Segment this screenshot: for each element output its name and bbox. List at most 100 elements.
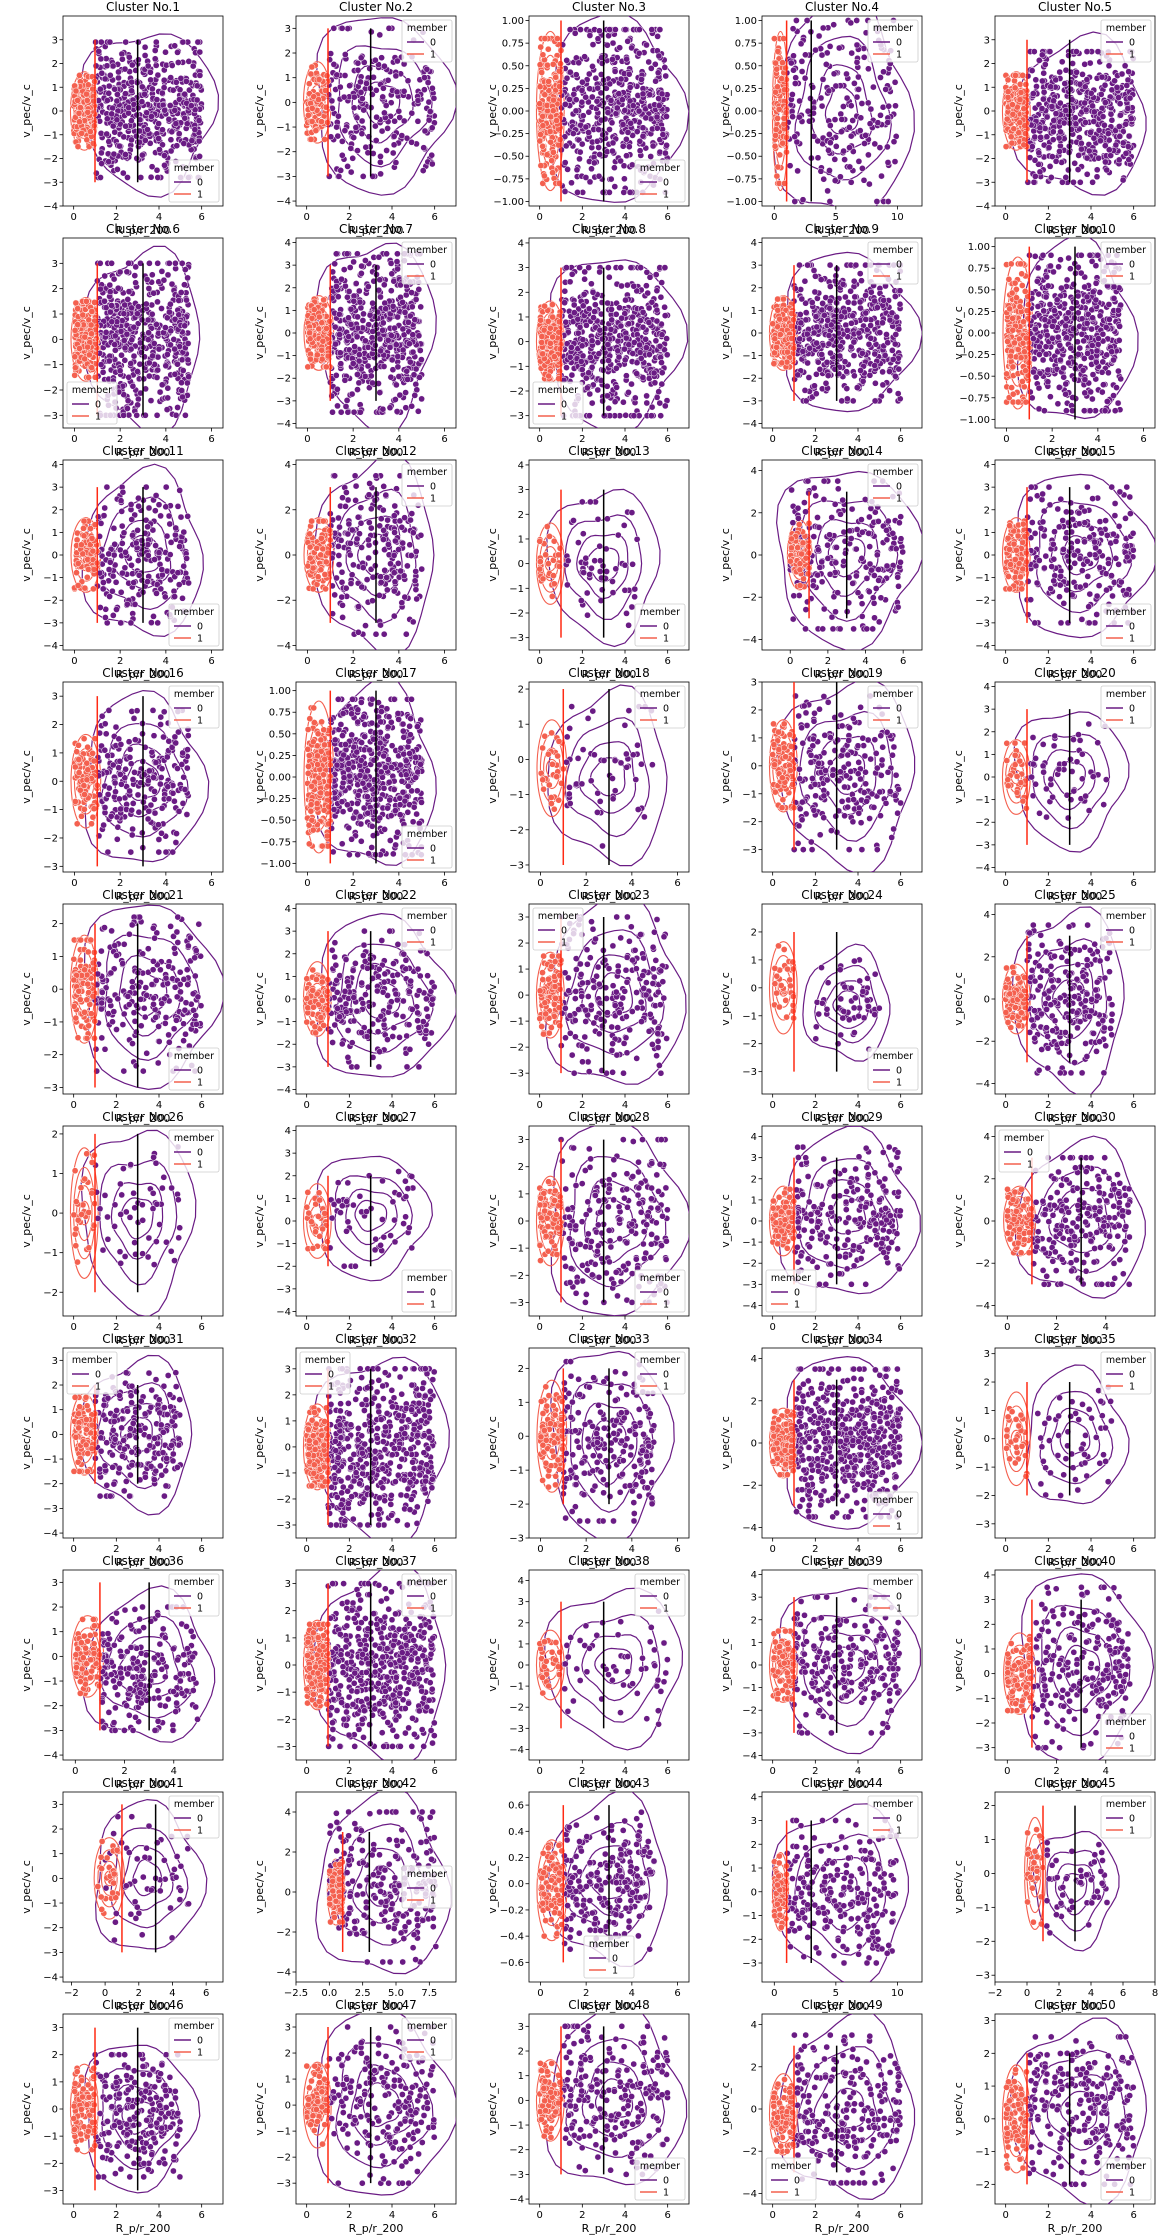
- data-point-member-0: [332, 372, 340, 379]
- data-point-member-0: [585, 305, 593, 313]
- data-point-member-0: [884, 119, 892, 126]
- data-point-member-0: [855, 158, 863, 165]
- data-point-member-0: [855, 73, 862, 81]
- data-point-member-0: [891, 78, 899, 86]
- data-point-member-0: [1125, 132, 1133, 140]
- data-point-member-0: [393, 258, 401, 265]
- data-point-member-0: [194, 38, 202, 46]
- data-point-member-0: [824, 187, 831, 195]
- data-point-member-0: [885, 102, 893, 110]
- data-point-member-0: [377, 347, 384, 355]
- data-point-member-0: [338, 138, 346, 145]
- data-point-member-0: [101, 297, 108, 305]
- data-point-member-0: [1097, 137, 1104, 145]
- x-tick-label: 6: [431, 212, 437, 223]
- data-point-member-1: [71, 353, 79, 361]
- data-point-member-0: [376, 31, 384, 39]
- subplot-cluster-5: Cluster No.50 2 4 6−4−3−2−10123R_p/r_200v_p…: [952, 0, 1156, 237]
- data-point-member-0: [121, 344, 129, 352]
- data-point-member-0: [647, 65, 655, 72]
- legend-label-member-0: 0: [896, 38, 902, 49]
- data-point-member-0: [414, 117, 422, 125]
- data-point-member-0: [586, 178, 594, 186]
- data-point-member-0: [661, 264, 669, 271]
- data-point-member-0: [181, 322, 189, 330]
- data-point-member-0: [122, 122, 129, 130]
- subplot-title: Cluster No.4: [805, 0, 879, 14]
- data-point-member-0: [399, 346, 407, 354]
- data-point-member-0: [377, 153, 384, 160]
- data-point-member-0: [1046, 163, 1054, 170]
- data-point-member-1: [550, 96, 557, 104]
- data-point-member-0: [617, 75, 625, 83]
- data-point-member-0: [1057, 128, 1064, 136]
- data-point-member-0: [616, 44, 624, 52]
- data-point-member-0: [336, 331, 343, 338]
- data-point-member-0: [129, 382, 137, 390]
- data-point-member-1: [548, 157, 556, 164]
- data-point-member-0: [1037, 133, 1044, 141]
- data-point-member-0: [604, 41, 611, 49]
- data-point-member-0: [1033, 83, 1040, 90]
- y-tick-label: −1: [43, 130, 58, 141]
- data-point-member-0: [801, 74, 809, 82]
- y-tick-label: −0.25: [493, 129, 524, 140]
- data-point-member-0: [408, 402, 416, 410]
- data-point-member-0: [561, 188, 569, 195]
- data-point-member-0: [409, 331, 417, 339]
- data-point-member-0: [394, 353, 402, 360]
- data-point-member-0: [178, 387, 186, 394]
- data-point-member-0: [636, 147, 644, 155]
- data-point-member-0: [408, 138, 415, 146]
- data-point-member-0: [653, 124, 661, 132]
- data-point-member-0: [628, 44, 635, 52]
- data-point-member-1: [775, 106, 783, 113]
- data-point-member-1: [536, 83, 544, 91]
- data-point-member-0: [182, 411, 189, 419]
- data-point-member-0: [364, 283, 372, 290]
- data-point-member-0: [1045, 144, 1053, 151]
- data-point-member-1: [81, 333, 89, 341]
- data-point-member-0: [392, 159, 400, 166]
- legend-label-member-1: 1: [95, 412, 101, 423]
- data-point-member-0: [401, 309, 409, 316]
- data-point-member-0: [1067, 79, 1075, 86]
- data-point-member-0: [336, 349, 344, 357]
- data-point-member-0: [826, 131, 833, 138]
- data-point-member-0: [393, 88, 401, 96]
- data-point-member-1: [318, 346, 326, 354]
- data-point-member-0: [595, 144, 602, 151]
- data-point-member-1: [84, 108, 92, 116]
- data-point-member-1: [83, 297, 90, 305]
- data-point-member-1: [550, 148, 557, 156]
- data-point-member-0: [181, 90, 189, 98]
- data-point-member-0: [656, 26, 664, 33]
- data-point-member-0: [362, 143, 370, 151]
- data-point-member-0: [576, 264, 583, 271]
- data-point-member-0: [110, 150, 118, 158]
- data-point-member-0: [350, 134, 358, 141]
- data-point-member-0: [1083, 48, 1091, 55]
- data-point-member-1: [74, 321, 82, 328]
- data-point-member-0: [98, 160, 105, 167]
- data-point-member-0: [1124, 76, 1132, 84]
- x-tick-label: 6: [441, 434, 447, 445]
- data-point-member-0: [97, 174, 104, 181]
- data-point-member-1: [76, 72, 83, 79]
- subplot-cluster-4: Cluster No.40 5 10−1.00−0.75−0.50−0.250.00…: [719, 0, 923, 237]
- data-point-member-0: [333, 283, 340, 290]
- y-tick-label: 3: [285, 261, 291, 272]
- data-point-member-0: [880, 68, 887, 76]
- data-point-member-0: [637, 264, 645, 271]
- data-point-member-0: [582, 123, 590, 131]
- data-point-member-0: [612, 310, 620, 318]
- data-point-member-0: [1101, 142, 1109, 150]
- data-point-member-0: [403, 367, 411, 375]
- data-point-member-0: [355, 287, 363, 295]
- data-point-member-0: [346, 264, 354, 271]
- data-point-member-0: [846, 124, 853, 131]
- data-point-member-0: [380, 281, 388, 289]
- data-point-member-0: [355, 379, 363, 387]
- data-point-member-0: [344, 408, 352, 416]
